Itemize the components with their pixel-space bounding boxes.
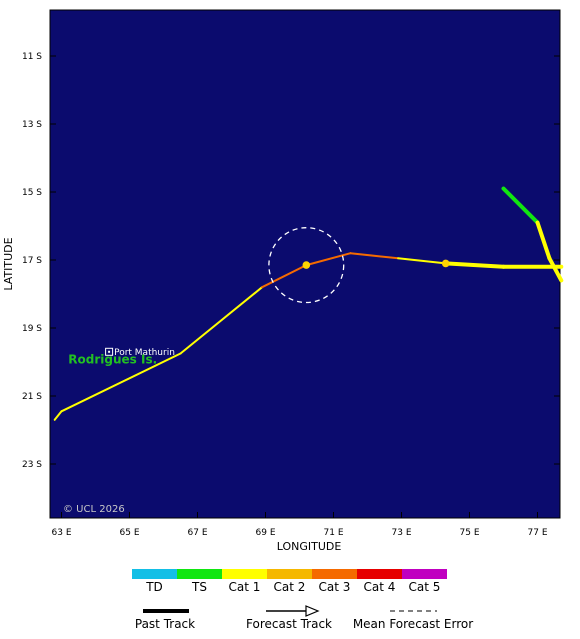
forecast-error-layer	[268, 227, 345, 304]
past-track-label: Past Track	[135, 617, 195, 631]
lon-tick-label: 77 E	[528, 528, 548, 538]
lat-tick-label: 11 S	[22, 52, 42, 62]
track-segment	[535, 220, 552, 261]
lon-tick-label: 71 E	[324, 528, 344, 538]
storm-tracks	[53, 186, 564, 421]
lat-tick-label: 21 S	[22, 392, 42, 402]
scale-swatch	[357, 569, 402, 579]
x-axis-title: LONGITUDE	[277, 540, 342, 553]
y-axis-title: LATITUDE	[2, 237, 15, 290]
latitude-ticks: 11 S 13 S 15 S 17 S 19 S 21 S 23 S	[22, 52, 560, 470]
scale-label: Cat 1	[229, 580, 261, 594]
scale-swatch	[222, 569, 267, 579]
scale-label: Cat 2	[274, 580, 306, 594]
track-legend: Past Track Forecast Track Mean Forecast …	[135, 605, 473, 631]
storm-positions	[302, 259, 450, 269]
arrow-head-icon	[305, 605, 320, 617]
longitude-ticks: 63 E 65 E 67 E 69 E 71 E 73 E 75 E 77 E	[52, 512, 548, 538]
scale-label: Cat 3	[319, 580, 351, 594]
lat-tick-label: 19 S	[22, 324, 42, 334]
scale-swatch	[402, 569, 447, 579]
track-segment	[501, 186, 540, 225]
lat-tick-label: 13 S	[22, 120, 42, 130]
forecast-error-circle	[268, 227, 345, 304]
intensity-scale-legend: TD TS Cat 1 Cat 2 Cat 3 Cat 4 Cat 5	[132, 569, 447, 594]
lon-tick-label: 63 E	[52, 528, 72, 538]
track-segment	[443, 261, 506, 269]
island-label: Rodrigues Is.	[68, 353, 157, 367]
scale-swatch	[177, 569, 222, 579]
track-segment	[60, 352, 182, 413]
lon-tick-label: 69 E	[256, 528, 276, 538]
lon-tick-label: 75 E	[460, 528, 480, 538]
copyright-label: © UCL 2026	[63, 504, 125, 515]
place-marker-icon	[105, 347, 114, 356]
place-marker-dot	[108, 350, 111, 353]
lon-tick-label: 67 E	[188, 528, 208, 538]
lat-tick-label: 23 S	[22, 460, 42, 470]
storm-position-dot	[302, 261, 311, 269]
track-segment	[261, 264, 308, 289]
scale-label: TS	[191, 580, 207, 594]
scale-label: Cat 4	[364, 580, 396, 594]
track-segment	[305, 252, 352, 267]
track-segment	[179, 286, 264, 355]
lon-tick-label: 73 E	[392, 528, 412, 538]
scale-swatch	[312, 569, 357, 579]
track-segment	[397, 257, 447, 265]
storm-position-dot	[441, 259, 450, 268]
track-segment	[349, 252, 400, 260]
forecast-track-label: Forecast Track	[246, 617, 332, 631]
lat-tick-label: 17 S	[22, 256, 42, 266]
scale-swatch	[267, 569, 312, 579]
scale-label: Cat 5	[409, 580, 441, 594]
lon-tick-label: 65 E	[120, 528, 140, 538]
lat-tick-label: 15 S	[22, 188, 42, 198]
scale-label: TD	[145, 580, 163, 594]
place-label: Port Mathurin	[114, 348, 175, 358]
track-segment	[547, 256, 564, 283]
scale-swatch	[132, 569, 177, 579]
track-segment	[53, 410, 63, 421]
mean-forecast-error-label: Mean Forecast Error	[353, 617, 473, 631]
